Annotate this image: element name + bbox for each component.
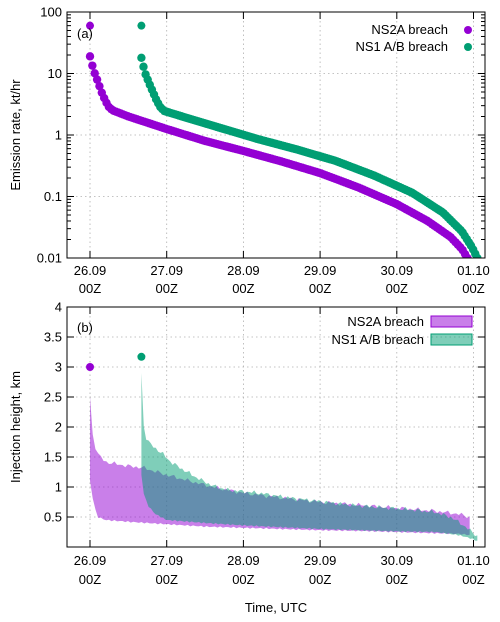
panel-b-xlabel: Time, UTC xyxy=(245,600,307,615)
legend-b-swatch-ns2a xyxy=(430,315,473,328)
legend-b-swatch-ns1 xyxy=(430,333,473,346)
panel-b-xtick-label-hour: 00Z xyxy=(232,572,254,587)
panel-a-xtick-label-date: 27.09 xyxy=(150,263,183,278)
panel-a-series-0-point xyxy=(92,75,102,84)
panel-a-xtick-label-date: 26.09 xyxy=(74,263,107,278)
panel-b-start-marker-0 xyxy=(86,363,95,371)
panel-b-legend: NS2A breach NS1 A/B breach xyxy=(332,314,473,347)
panel-b-ytick-label: 2 xyxy=(55,420,62,435)
panel-a-xtick-label-date: 29.09 xyxy=(304,263,337,278)
panel-a-series-1-point xyxy=(137,53,146,63)
panel-a-series-0-point xyxy=(85,52,95,61)
panel-a-start-markers xyxy=(86,21,146,30)
legend-a-label-ns2a: NS2A breach xyxy=(371,22,448,37)
panel-b-xtick-label-date: 30.09 xyxy=(381,553,414,568)
panel-b-label: (b) xyxy=(77,320,93,335)
panel-b-xtick-label-date: 27.09 xyxy=(150,553,183,568)
panel-a-data xyxy=(85,52,482,258)
panel-b-xtick-label-date: 29.09 xyxy=(304,553,337,568)
panel-a-label: (a) xyxy=(77,26,93,41)
panel-a-series-0-point xyxy=(463,253,472,258)
panel-a-start-marker-0 xyxy=(86,21,95,30)
panel-b-xtick-label-date: 26.09 xyxy=(74,553,107,568)
panel-b-xtick-label-date: 01.10 xyxy=(457,553,490,568)
panel-a-ytick-label: 100 xyxy=(40,5,62,20)
panel-a-ticks: 0.01 0.1 1 10 100 26.09 00Z 27.09 00Z 28.09 00Z 29.… xyxy=(37,5,490,297)
panel-a-xtick-label-hour: 00Z xyxy=(462,281,484,296)
panel-a-series-1-point xyxy=(139,62,148,71)
panel-b-xtick-label-date: 28.09 xyxy=(227,553,260,568)
panel-b-start-marker-1 xyxy=(137,352,146,361)
panel-a-xtick-label-hour: 00Z xyxy=(309,281,331,296)
panel-b-xtick-label-hour: 00Z xyxy=(309,572,331,587)
panel-a-ytick-label: 1 xyxy=(55,128,62,143)
panel-b-band-1 xyxy=(141,373,478,541)
panel-a-frame xyxy=(66,11,486,259)
panel-b-ytick-label: 3 xyxy=(55,360,62,375)
panel-b-xtick-label-hour: 00Z xyxy=(156,572,178,587)
panel-b-xtick-label-hour: 00Z xyxy=(79,572,101,587)
panel-b-ytick-label: 0.5 xyxy=(44,510,62,525)
legend-a-label-ns1: NS1 A/B breach xyxy=(356,39,449,54)
panel-b-xtick-label-hour: 00Z xyxy=(386,572,408,587)
panel-b-xtick-label-hour: 00Z xyxy=(462,572,484,587)
legend-a-marker-ns1 xyxy=(464,43,472,51)
panel-b-ylabel: Injection height, km xyxy=(8,371,23,483)
panel-b-data xyxy=(90,373,478,541)
panel-a-emission-rate: 0.01 0.1 1 10 100 26.09 00Z 27.09 00Z 28.09 00Z 29.… xyxy=(8,5,490,297)
panel-a-xtick-label-date: 01.10 xyxy=(457,263,490,278)
legend-b-label-ns1: NS1 A/B breach xyxy=(332,332,425,347)
panel-a-series-1-point xyxy=(473,253,482,258)
panel-a-xtick-label-hour: 00Z xyxy=(156,281,178,296)
panel-b-ytick-label: 1.5 xyxy=(44,450,62,465)
panel-a-ylabel: Emission rate, kt/hr xyxy=(8,79,23,191)
panel-b-frame xyxy=(66,306,486,548)
panel-a-series-1 xyxy=(137,53,482,258)
panel-b-ticks: 0.5 1 1.5 2 2.5 3 3.5 4 26.09 00Z 27.09 00Z 28.09 00Z… xyxy=(44,300,490,588)
panel-a-ytick-label: 0.1 xyxy=(44,189,62,204)
panel-b-ytick-label: 4 xyxy=(55,300,62,315)
panel-a-xtick-label-hour: 00Z xyxy=(386,281,408,296)
legend-a-marker-ns2a xyxy=(464,26,472,34)
panel-a-series-0-point xyxy=(95,81,104,91)
panel-a-series-0-point xyxy=(88,61,97,70)
panel-b-ytick-label: 3.5 xyxy=(44,330,62,345)
panel-a-xtick-label-hour: 00Z xyxy=(232,281,254,296)
panel-a-ytick-label: 10 xyxy=(48,66,62,81)
panel-b-ytick-label: 1 xyxy=(55,480,62,495)
panel-a-xtick-label-date: 28.09 xyxy=(227,263,260,278)
panel-b-start-markers xyxy=(86,352,146,371)
panel-a-xtick-label-hour: 00Z xyxy=(79,281,101,296)
panel-a-start-marker-1 xyxy=(137,21,146,30)
panel-a-ytick-label: 0.01 xyxy=(37,251,62,266)
panel-b-injection-height: 0.5 1 1.5 2 2.5 3 3.5 4 26.09 00Z 27.09 00Z 28.09 00Z… xyxy=(8,300,490,616)
panel-a-series-0 xyxy=(85,52,472,258)
panel-a-legend: NS2A breach NS1 A/B breach xyxy=(356,22,472,54)
legend-b-label-ns2a: NS2A breach xyxy=(347,314,424,329)
panel-a-xtick-label-date: 30.09 xyxy=(381,263,414,278)
panel-b-ytick-label: 2.5 xyxy=(44,390,62,405)
